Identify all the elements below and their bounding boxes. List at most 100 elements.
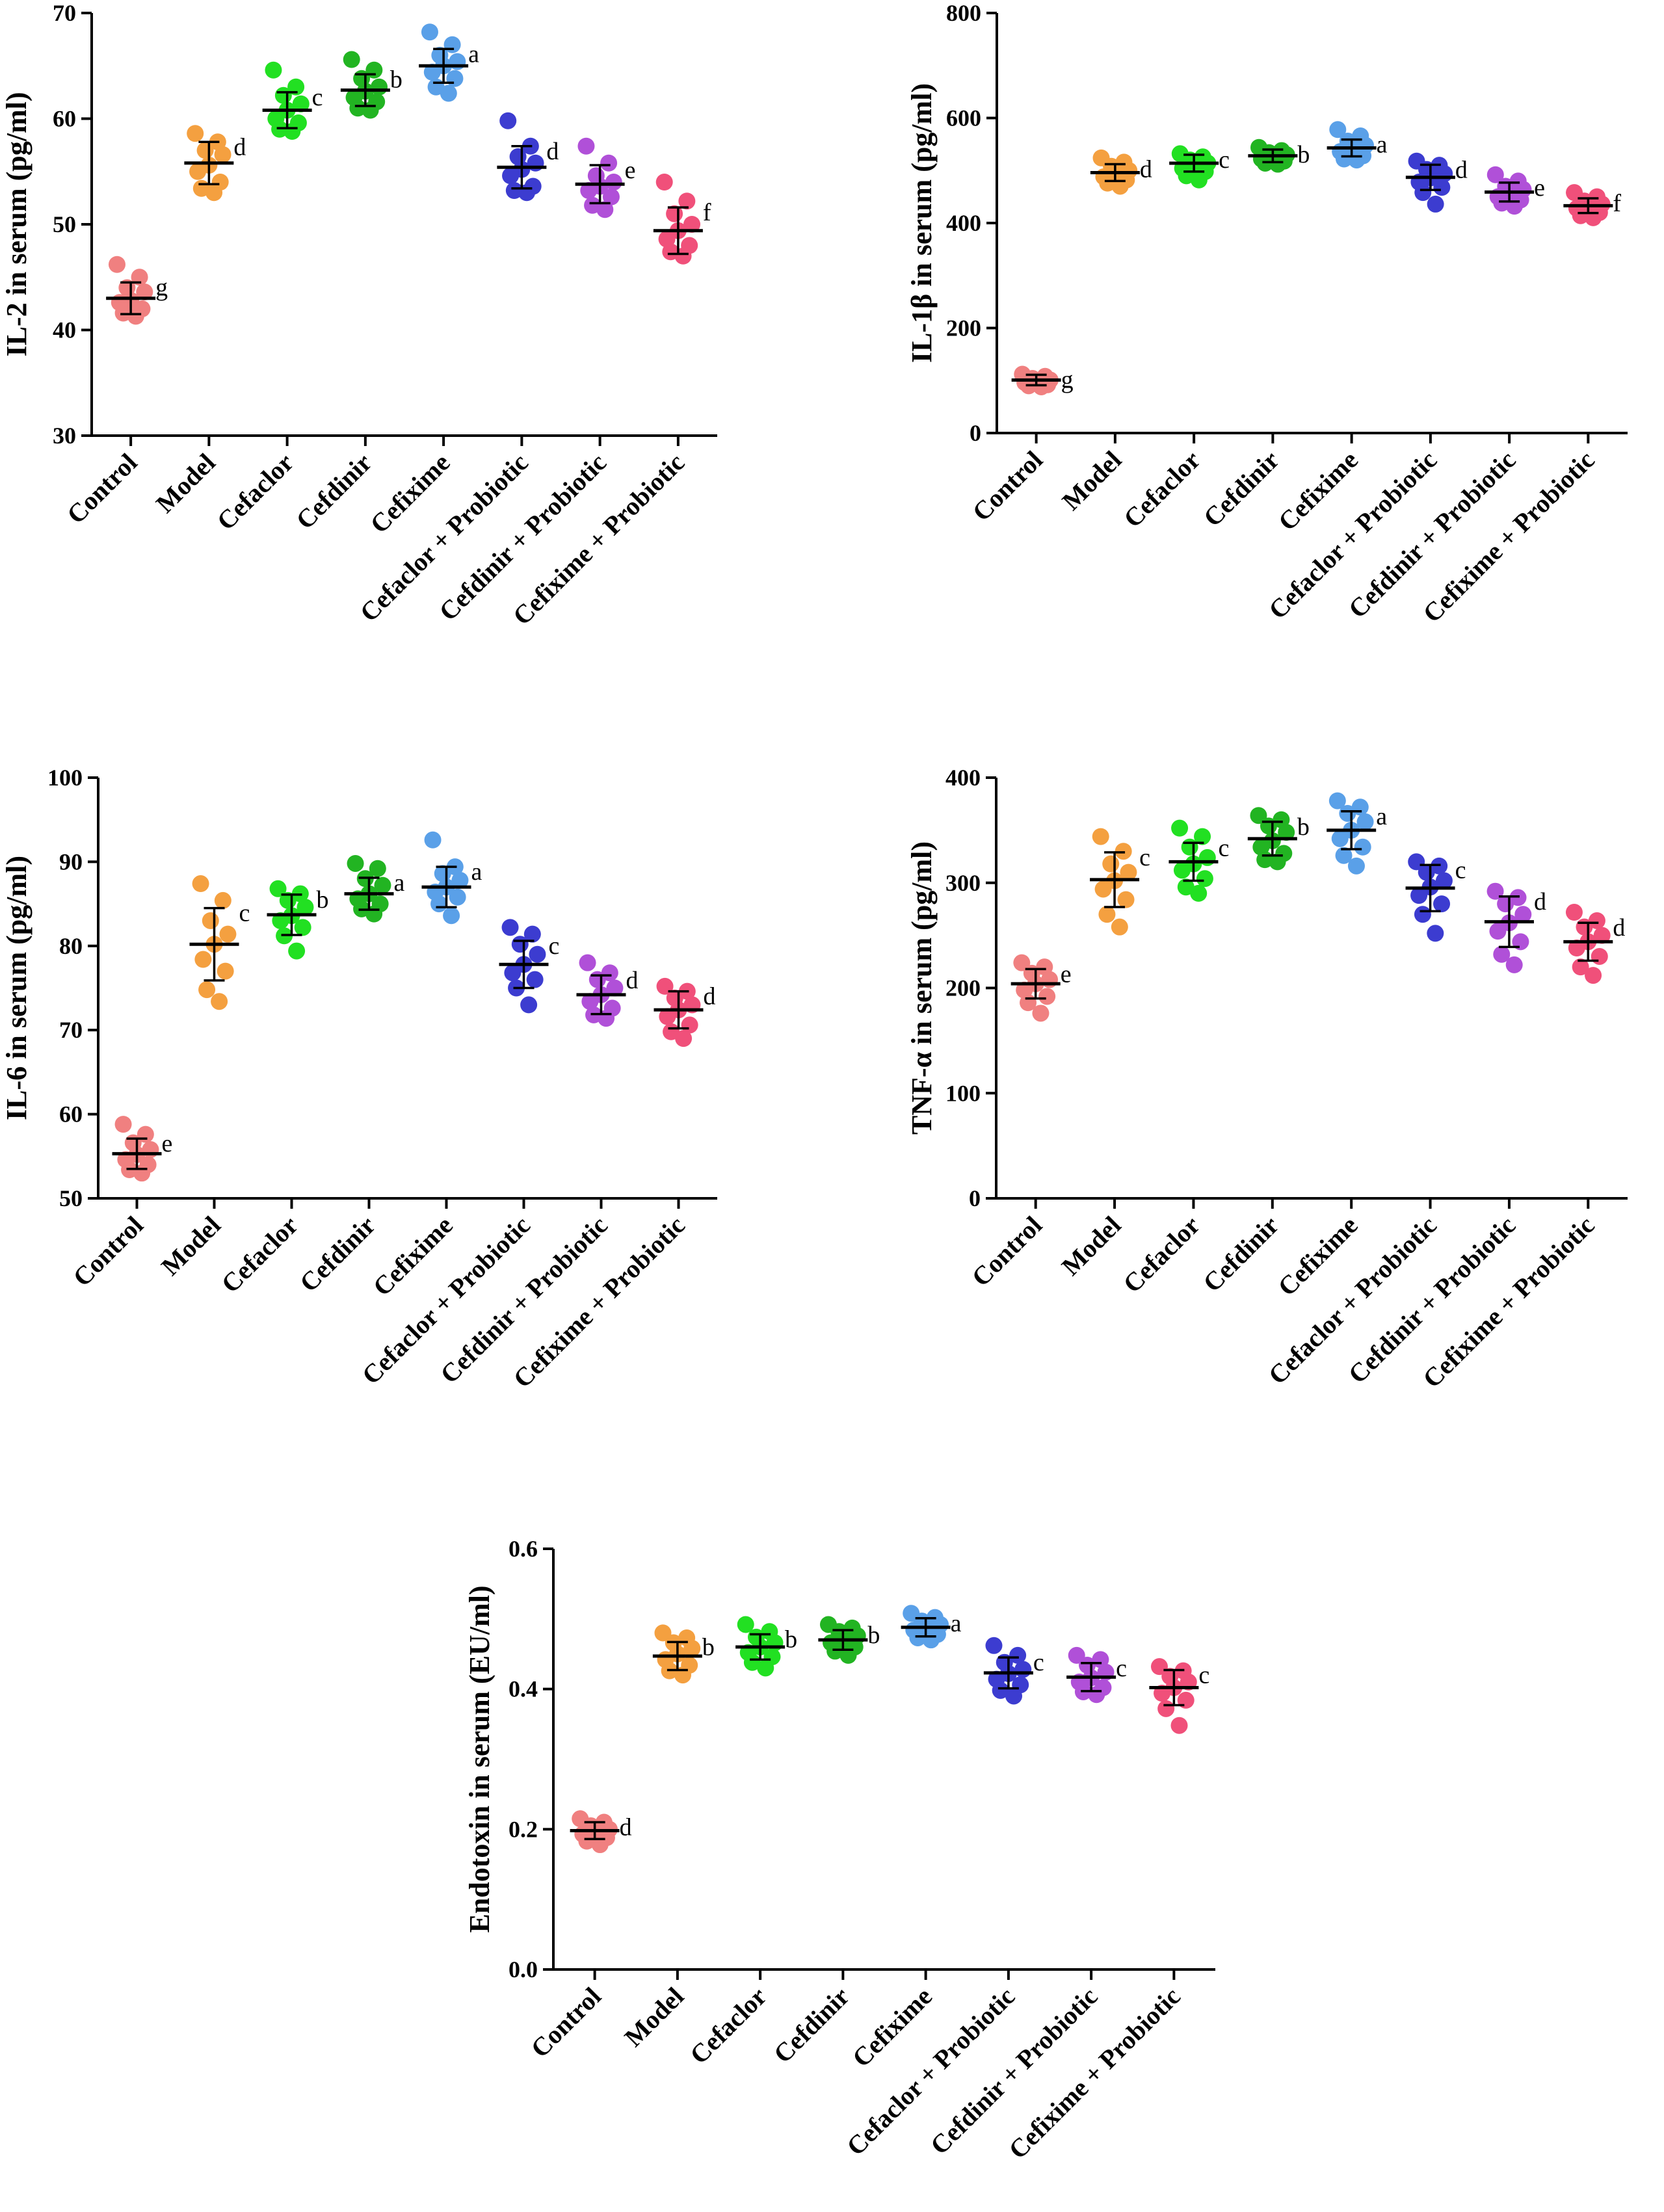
data-point — [520, 996, 538, 1014]
group-5: c — [983, 1637, 1044, 1705]
group-1: b — [652, 1624, 715, 1684]
data-point — [1505, 956, 1523, 973]
data-point — [1329, 121, 1347, 138]
y-tick-label: 300 — [945, 870, 981, 896]
y-tick-label: 0 — [969, 1185, 981, 1211]
data-point — [1111, 918, 1128, 936]
group-1: d — [184, 125, 246, 202]
group-5: c — [1405, 853, 1466, 942]
significance-label: a — [394, 869, 405, 897]
significance-label: d — [233, 133, 246, 161]
group-7: d — [654, 977, 716, 1047]
data-point — [826, 1642, 844, 1660]
data-point — [992, 1681, 1009, 1699]
data-point — [1099, 174, 1116, 192]
data-point — [1356, 813, 1374, 830]
data-point — [1414, 184, 1432, 202]
x-tick-label: Cefdinir — [290, 448, 377, 535]
data-point — [659, 1008, 676, 1025]
significance-label: d — [1140, 156, 1152, 183]
data-point — [369, 860, 386, 877]
significance-label: c — [312, 84, 323, 111]
x-tick-label: Cefaclor — [1118, 445, 1206, 533]
data-point — [1514, 906, 1532, 923]
y-axis-title: IL-6 in serum (pg/ml) — [1, 856, 33, 1120]
x-tick-label: Cefaclor — [1117, 1211, 1205, 1298]
data-point — [1427, 925, 1444, 942]
data-point — [187, 125, 204, 142]
significance-label: b — [317, 886, 329, 914]
data-point — [588, 971, 606, 988]
y-tick-label: 50 — [53, 211, 76, 237]
group-2: b — [735, 1616, 797, 1677]
significance-label: a — [471, 858, 482, 886]
y-axis-title: IL-2 in serum (pg/ml) — [1, 92, 33, 357]
x-tick-label: Cefdinir — [1197, 1211, 1284, 1298]
data-point — [655, 174, 673, 191]
x-tick-label: Cefdinir — [294, 1211, 381, 1298]
data-point — [529, 945, 546, 963]
data-point — [189, 163, 207, 180]
y-tick-label: 600 — [946, 105, 981, 131]
data-point — [757, 1659, 774, 1677]
data-point — [1194, 828, 1211, 845]
data-point — [1433, 179, 1451, 196]
significance-label: c — [239, 900, 250, 927]
data-point — [1410, 887, 1428, 904]
y-tick-label: 70 — [53, 0, 76, 26]
x-tick-label: Model — [1056, 445, 1127, 516]
data-point — [1435, 872, 1453, 889]
y-tick-label: 50 — [59, 1185, 83, 1211]
significance-label: e — [625, 157, 636, 184]
data-point — [606, 979, 624, 997]
y-tick-label: 60 — [59, 1101, 83, 1127]
group-3: b — [818, 1616, 880, 1664]
group-2: c — [1169, 145, 1230, 189]
data-point — [579, 954, 596, 971]
data-point — [1572, 207, 1589, 224]
data-point — [198, 981, 216, 999]
y-tick-label: 0.6 — [508, 1536, 538, 1562]
data-point — [1009, 1646, 1027, 1664]
data-point — [1181, 838, 1198, 856]
group-3: b — [1247, 807, 1310, 871]
significance-label: f — [703, 199, 711, 226]
data-point — [297, 899, 314, 916]
significance-label: d — [620, 1814, 632, 1841]
data-point — [605, 174, 622, 191]
data-point — [737, 1616, 754, 1633]
group-6: d — [1484, 882, 1546, 973]
data-point — [1102, 855, 1120, 873]
y-tick-label: 100 — [945, 1080, 981, 1106]
significance-label: a — [1376, 803, 1387, 830]
data-point — [292, 95, 310, 112]
data-point — [1157, 1700, 1175, 1717]
significance-label: d — [1613, 914, 1625, 941]
y-tick-label: 0 — [970, 420, 981, 446]
data-point — [683, 216, 701, 233]
x-tick-label: Cefaclor — [215, 1211, 303, 1298]
data-point — [511, 936, 529, 953]
data-point — [1585, 967, 1602, 984]
data-point — [1331, 830, 1349, 847]
group-6: e — [575, 137, 636, 218]
significance-label: e — [1534, 174, 1545, 202]
data-point — [1005, 1687, 1023, 1705]
data-point — [1177, 878, 1195, 896]
x-tick-label: Model — [618, 1982, 689, 2053]
data-point — [1250, 807, 1267, 824]
data-point — [504, 964, 522, 982]
x-tick-label: Control — [61, 448, 143, 530]
x-tick-label: Control — [67, 1211, 149, 1293]
y-tick-label: 400 — [946, 210, 981, 236]
significance-label: c — [1139, 844, 1150, 871]
x-tick-label: Model — [150, 448, 221, 519]
significance-label: b — [390, 66, 403, 93]
group-2: c — [262, 61, 323, 140]
data-point — [600, 154, 618, 172]
data-point — [596, 201, 614, 218]
significance-label: d — [1534, 888, 1546, 915]
data-point — [580, 182, 598, 199]
data-point — [1591, 947, 1608, 965]
data-point — [578, 1832, 596, 1850]
